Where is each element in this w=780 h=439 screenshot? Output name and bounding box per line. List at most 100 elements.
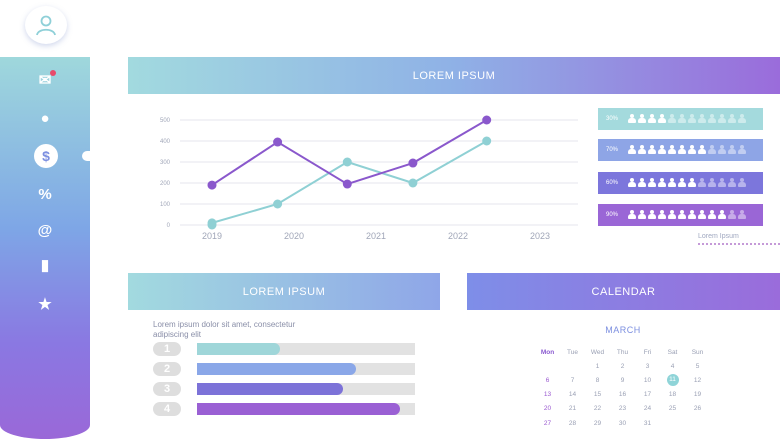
calendar-week: 27 28 29 30 31 xyxy=(535,416,715,430)
calendar-day[interactable]: 22 xyxy=(593,405,602,413)
x-tick-label: 2019 xyxy=(202,231,222,241)
calendar-day[interactable]: 15 xyxy=(593,391,602,399)
calendar-day[interactable]: 29 xyxy=(593,419,602,427)
progress-number-badge: 1 xyxy=(153,342,181,356)
data-point[interactable] xyxy=(342,179,352,189)
weekday-label: Tue xyxy=(567,348,578,356)
weekday-label: Wed xyxy=(590,348,605,356)
percent-icon[interactable]: % xyxy=(38,185,52,203)
calendar-week: 6 7 8 9 10 11 12 xyxy=(535,373,715,387)
progress-fill xyxy=(197,383,344,395)
x-tick-label: 2022 xyxy=(448,231,468,241)
x-tick-label: 2020 xyxy=(284,231,304,241)
person-icon xyxy=(658,178,666,188)
calendar-day[interactable]: 26 xyxy=(693,405,702,413)
people-legend: Lorem Ipsum xyxy=(698,233,739,240)
sidebar-toggle-handle[interactable] xyxy=(82,151,98,161)
calendar-day[interactable]: 24 xyxy=(643,405,652,413)
progress-row: 2 xyxy=(153,362,415,376)
dollar-icon[interactable]: $ xyxy=(34,144,58,168)
data-point[interactable] xyxy=(207,218,217,228)
person-icon xyxy=(728,210,736,220)
weekday-label: Mon xyxy=(540,348,555,356)
user-circle-icon[interactable]: ● xyxy=(40,109,50,127)
person-icon xyxy=(718,145,726,155)
progress-track xyxy=(197,403,415,415)
data-point[interactable] xyxy=(408,178,418,188)
calendar-day[interactable]: 30 xyxy=(618,419,627,427)
weekday-label: Sun xyxy=(691,348,704,356)
calendar-day[interactable]: 2 xyxy=(620,362,625,370)
progress-row: 3 xyxy=(153,382,415,396)
person-icon xyxy=(648,114,656,124)
mail-icon[interactable]: ✉ xyxy=(30,67,60,93)
person-icon xyxy=(708,114,716,124)
person-icon xyxy=(698,114,706,124)
calendar-week: 20 21 22 23 24 25 26 xyxy=(535,402,715,416)
calendar-day[interactable]: 27 xyxy=(543,419,552,427)
data-point[interactable] xyxy=(207,180,217,190)
data-point[interactable] xyxy=(408,158,418,168)
calendar-day[interactable]: 16 xyxy=(618,391,627,399)
calendar-week: 13 14 15 16 17 18 19 xyxy=(535,388,715,402)
star-icon[interactable]: ★ xyxy=(38,296,52,313)
person-icon xyxy=(658,114,666,124)
y-tick-label: 500 xyxy=(160,118,171,124)
bar-chart-icon[interactable]: ▮ xyxy=(40,257,50,274)
y-tick-label: 400 xyxy=(160,139,171,145)
legend-dots xyxy=(698,243,780,246)
calendar-month: MARCH xyxy=(605,325,641,335)
person-icon xyxy=(638,210,646,220)
calendar-day[interactable]: 20 xyxy=(543,405,552,413)
calendar-day[interactable]: 12 xyxy=(693,376,702,384)
calendar-day[interactable]: 18 xyxy=(668,391,677,399)
description-text: Lorem ipsum dolor sit amet, consectetur … xyxy=(153,320,296,339)
person-icon xyxy=(698,178,706,188)
header-title: LOREM IPSUM xyxy=(412,69,496,82)
calendar-day[interactable]: 31 xyxy=(643,419,652,427)
calendar-day[interactable]: 9 xyxy=(620,376,625,384)
progress-fill xyxy=(197,343,280,355)
calendar-day[interactable]: 6 xyxy=(545,376,550,384)
calendar-day[interactable]: 25 xyxy=(668,405,677,413)
person-icon xyxy=(638,178,646,188)
calendar-day[interactable]: 28 xyxy=(568,419,577,427)
person-icon xyxy=(738,178,746,188)
progress-track xyxy=(197,343,415,355)
calendar-day[interactable]: 8 xyxy=(595,376,600,384)
weekday-label: Thu xyxy=(616,348,629,356)
data-point[interactable] xyxy=(273,199,283,209)
at-icon[interactable]: @ xyxy=(37,221,53,239)
x-tick-label: 2021 xyxy=(366,231,386,241)
calendar-day[interactable]: 14 xyxy=(568,391,577,399)
people-row: 30% xyxy=(598,108,763,130)
person-icon xyxy=(738,114,746,124)
calendar-day[interactable]: 1 xyxy=(595,362,600,370)
person-icon xyxy=(678,114,686,124)
calendar-day[interactable]: 23 xyxy=(618,405,627,413)
calendar-day[interactable]: 17 xyxy=(643,391,652,399)
calendar-day[interactable]: 7 xyxy=(570,376,575,384)
calendar-day-today[interactable]: 11 xyxy=(660,374,685,387)
calendar-day[interactable]: 19 xyxy=(693,391,702,399)
calendar-day[interactable]: 21 xyxy=(568,405,577,413)
weekday-label: Sat xyxy=(667,348,678,356)
calendar-day[interactable]: 4 xyxy=(670,362,675,370)
data-point[interactable] xyxy=(342,157,352,167)
calendar-week: 1 2 3 4 5 xyxy=(535,359,715,373)
calendar-banner: CALENDAR xyxy=(467,273,780,310)
section-title: LOREM IPSUM xyxy=(242,285,326,298)
people-row: 70% xyxy=(598,139,763,161)
user-avatar[interactable] xyxy=(25,6,67,44)
calendar-day[interactable]: 13 xyxy=(543,391,552,399)
calendar-day[interactable]: 5 xyxy=(695,362,700,370)
weekday-label: Fri xyxy=(643,348,652,356)
person-icon xyxy=(738,145,746,155)
data-point[interactable] xyxy=(273,137,283,147)
progress-track xyxy=(197,363,415,375)
data-point[interactable] xyxy=(482,115,492,125)
person-icon xyxy=(648,210,656,220)
data-point[interactable] xyxy=(482,136,492,146)
calendar-day[interactable]: 3 xyxy=(645,362,650,370)
calendar-day[interactable]: 10 xyxy=(643,376,652,384)
